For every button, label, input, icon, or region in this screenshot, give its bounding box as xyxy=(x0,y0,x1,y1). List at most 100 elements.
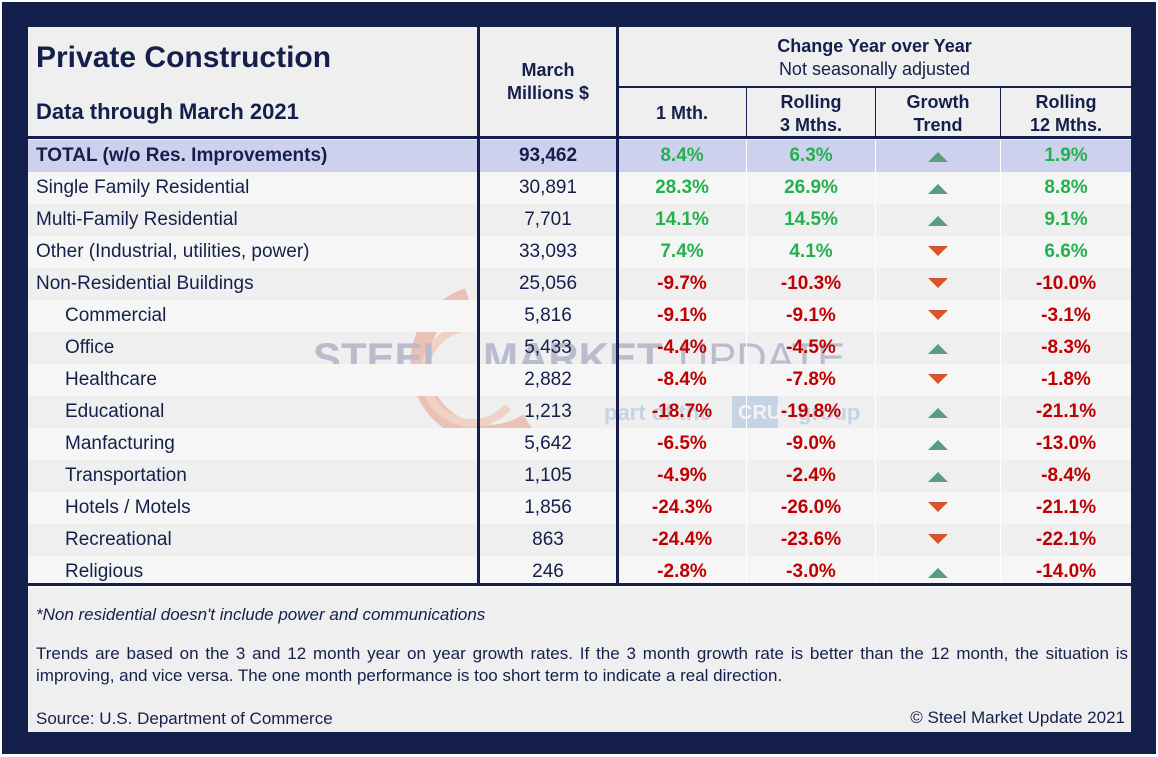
column-separator xyxy=(746,140,747,172)
col-rolling3-line2: 3 Mths. xyxy=(779,115,842,135)
row-value: 2,882 xyxy=(524,369,572,390)
table-row: Educational 1,213 -18.7% -19.8% -21.1% xyxy=(28,396,1131,428)
column-separator xyxy=(875,300,876,332)
column-separator xyxy=(1000,428,1001,460)
trend-up-icon xyxy=(876,172,1000,204)
row-1mth: 14.1% xyxy=(655,209,709,230)
row-rolling12: -1.8% xyxy=(1041,369,1091,390)
row-label: Educational xyxy=(65,401,165,422)
change-yoy-title: Change Year over Year xyxy=(777,36,972,56)
column-separator xyxy=(746,396,747,428)
row-rolling3: -3.0% xyxy=(786,561,836,582)
column-separator xyxy=(1000,460,1001,492)
page-subtitle: Data through March 2021 xyxy=(36,99,299,124)
col-rolling12-line2: 12 Mths. xyxy=(1029,115,1103,135)
row-1mth: -9.7% xyxy=(657,273,707,294)
trend-up-icon xyxy=(876,332,1000,364)
trend-up-icon xyxy=(876,396,1000,428)
row-value: 5,642 xyxy=(524,433,572,454)
row-rolling3: -10.3% xyxy=(780,273,842,294)
column-separator xyxy=(746,332,747,364)
row-1mth: -24.3% xyxy=(651,497,713,518)
col-rolling3-header: Rolling 3 Mths. xyxy=(747,91,875,137)
divider-header-2 xyxy=(875,88,876,136)
row-rolling12: -8.3% xyxy=(1041,337,1091,358)
row-label: Single Family Residential xyxy=(36,177,250,198)
column-separator xyxy=(1000,140,1001,172)
row-rolling12: -22.1% xyxy=(1035,529,1097,550)
col-1mth-header: 1 Mth. xyxy=(656,103,708,123)
column-separator xyxy=(746,556,747,588)
row-value: 1,105 xyxy=(524,465,572,486)
column-separator xyxy=(875,268,876,300)
row-label: Multi-Family Residential xyxy=(36,209,238,230)
row-value: 1,213 xyxy=(524,401,572,422)
row-rolling3: -26.0% xyxy=(780,497,842,518)
column-separator xyxy=(1000,524,1001,556)
row-label: Hotels / Motels xyxy=(65,497,191,518)
row-rolling12: -21.1% xyxy=(1035,401,1097,422)
row-label: Manfacturing xyxy=(65,433,175,454)
row-1mth: -2.8% xyxy=(657,561,707,582)
column-separator xyxy=(875,364,876,396)
row-rolling12: -3.1% xyxy=(1041,305,1091,326)
trend-down-icon xyxy=(876,524,1000,556)
column-separator xyxy=(746,492,747,524)
row-label: Recreational xyxy=(65,529,172,550)
row-value: 7,701 xyxy=(524,209,572,230)
row-label: Office xyxy=(65,337,115,358)
row-rolling3: -9.0% xyxy=(786,433,836,454)
row-1mth: -24.4% xyxy=(651,529,713,550)
row-rolling3: 6.3% xyxy=(789,145,833,166)
trend-explanation: Trends are based on the 3 and 12 month y… xyxy=(36,644,1128,685)
row-label: Commercial xyxy=(65,305,167,326)
row-value: 5,816 xyxy=(524,305,572,326)
trend-up-icon xyxy=(876,556,1000,588)
row-rolling3: -4.5% xyxy=(786,337,836,358)
source-note: Source: U.S. Department of Commerce xyxy=(36,709,333,728)
row-rolling3: -2.4% xyxy=(786,465,836,486)
row-1mth: 8.4% xyxy=(660,145,704,166)
table-row: Recreational 863 -24.4% -23.6% -22.1% xyxy=(28,524,1131,556)
table-row: Non-Residential Buildings 25,056 -9.7% -10.… xyxy=(28,268,1131,300)
row-1mth: -18.7% xyxy=(651,401,713,422)
column-separator xyxy=(1000,492,1001,524)
table-row: Healthcare 2,882 -8.4% -7.8% -1.8% xyxy=(28,364,1131,396)
change-yoy-subtitle: Not seasonally adjusted xyxy=(778,59,971,79)
row-rolling12: -14.0% xyxy=(1035,561,1097,582)
row-label: Non-Residential Buildings xyxy=(36,273,254,294)
change-yoy-header: Change Year over Year Not seasonally adj… xyxy=(618,35,1131,81)
trend-up-icon xyxy=(876,428,1000,460)
column-separator xyxy=(1000,236,1001,268)
col-growth-line1: Growth xyxy=(906,92,970,112)
column-separator xyxy=(1000,556,1001,588)
copyright: © Steel Market Update 2021 xyxy=(910,708,1125,727)
table-row: Other (Industrial, utilities, power) 33,0… xyxy=(28,236,1131,268)
trend-up-icon xyxy=(876,140,1000,172)
row-value: 30,891 xyxy=(518,177,578,198)
column-separator xyxy=(746,524,747,556)
column-separator xyxy=(875,140,876,172)
row-rolling3: 26.9% xyxy=(784,177,838,198)
row-value: 863 xyxy=(532,529,564,550)
column-separator xyxy=(746,364,747,396)
col-rolling3-line1: Rolling xyxy=(780,92,842,112)
divider-header-1 xyxy=(746,88,747,136)
table-row: Hotels / Motels 1,856 -24.3% -26.0% -21.1% xyxy=(28,492,1131,524)
divider-change-header xyxy=(618,86,1131,88)
col-rolling12-line1: Rolling xyxy=(1035,92,1097,112)
row-value: 5,433 xyxy=(524,337,572,358)
row-1mth: 28.3% xyxy=(655,177,709,198)
column-separator xyxy=(1000,268,1001,300)
row-rolling12: -10.0% xyxy=(1035,273,1097,294)
table-row: Single Family Residential 30,891 28.3% 26.9… xyxy=(28,172,1131,204)
row-value: 1,856 xyxy=(524,497,572,518)
column-separator xyxy=(875,396,876,428)
divider-value-col xyxy=(616,27,619,586)
trend-down-icon xyxy=(876,236,1000,268)
col-march-line1: March xyxy=(521,60,575,80)
column-separator xyxy=(746,268,747,300)
row-1mth: 7.4% xyxy=(660,241,704,262)
table-row: Multi-Family Residential 7,701 14.1% 14.5% 9… xyxy=(28,204,1131,236)
